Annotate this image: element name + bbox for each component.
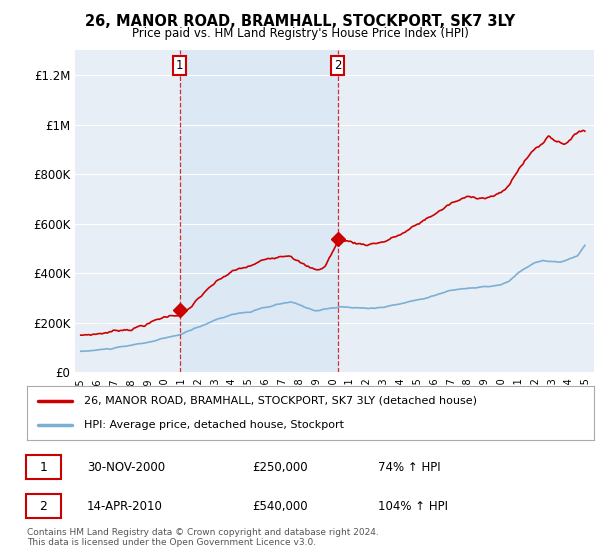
- Text: Contains HM Land Registry data © Crown copyright and database right 2024.
This d: Contains HM Land Registry data © Crown c…: [27, 528, 379, 547]
- Text: 26, MANOR ROAD, BRAMHALL, STOCKPORT, SK7 3LY (detached house): 26, MANOR ROAD, BRAMHALL, STOCKPORT, SK7…: [84, 396, 476, 406]
- Text: 30-NOV-2000: 30-NOV-2000: [87, 461, 165, 474]
- Text: 104% ↑ HPI: 104% ↑ HPI: [378, 500, 448, 514]
- Text: 1: 1: [40, 461, 47, 474]
- Text: 26, MANOR ROAD, BRAMHALL, STOCKPORT, SK7 3LY: 26, MANOR ROAD, BRAMHALL, STOCKPORT, SK7…: [85, 14, 515, 29]
- Text: Price paid vs. HM Land Registry's House Price Index (HPI): Price paid vs. HM Land Registry's House …: [131, 27, 469, 40]
- Text: 1: 1: [176, 59, 184, 72]
- Text: 2: 2: [40, 500, 47, 514]
- Text: 14-APR-2010: 14-APR-2010: [87, 500, 163, 514]
- Bar: [180, 50, 338, 372]
- Text: 74% ↑ HPI: 74% ↑ HPI: [378, 461, 440, 474]
- Text: £250,000: £250,000: [252, 461, 308, 474]
- Text: HPI: Average price, detached house, Stockport: HPI: Average price, detached house, Stoc…: [84, 420, 344, 430]
- Text: 2: 2: [334, 59, 341, 72]
- Text: £540,000: £540,000: [252, 500, 308, 514]
